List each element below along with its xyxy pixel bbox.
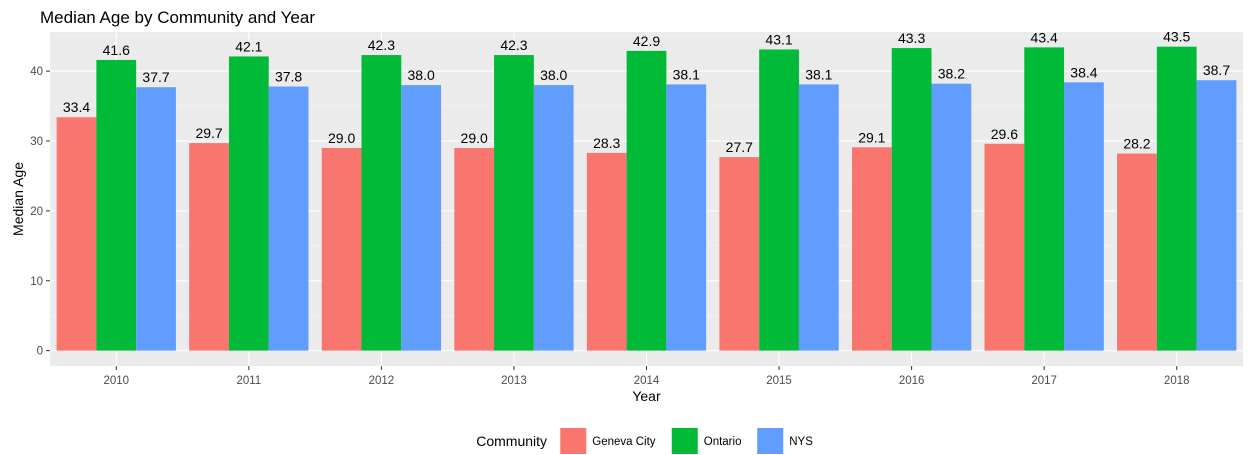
bars	[56, 46, 1237, 351]
bar-geneva-city-2013	[454, 147, 495, 351]
data-label: 42.1	[235, 38, 262, 54]
data-label: 38.7	[1203, 62, 1230, 78]
bar-ontario-2015	[759, 49, 799, 351]
bar-ontario-2014	[626, 50, 667, 351]
y-tick-label: 30	[30, 136, 43, 148]
bar-geneva-city-2012	[321, 147, 362, 351]
data-label: 27.7	[726, 139, 753, 155]
data-label: 38.4	[1070, 64, 1097, 80]
x-tick-label: 2010	[103, 375, 129, 387]
data-label: 42.3	[368, 37, 395, 53]
data-label: 43.3	[898, 30, 925, 46]
bar-ontario-2017	[1024, 47, 1065, 351]
y-tick-label: 40	[30, 66, 43, 78]
data-label: 43.5	[1163, 29, 1190, 45]
bar-geneva-city-2011	[189, 143, 229, 351]
bar-nys-2016	[931, 83, 972, 351]
bar-ontario-2018	[1156, 46, 1197, 351]
legend-label: Geneva City	[592, 436, 656, 448]
legend-label: NYS	[789, 436, 813, 448]
y-axis: 0 10 20 30 40	[30, 66, 50, 358]
bar-geneva-city-2010	[56, 117, 97, 351]
data-label: 42.9	[633, 33, 660, 49]
bar-nys-2014	[666, 84, 707, 351]
data-labels: 33.4 41.6 37.7 29.7 42.1 37.8 29.0 42.3 38.0 29.0…	[63, 29, 1230, 155]
data-label: 43.1	[765, 31, 792, 47]
x-tick-label: 2013	[501, 375, 527, 387]
x-axis: 2010 2011 2012 2013 2014 2015 2016 2017 2018	[103, 366, 1190, 387]
data-label: 38.1	[673, 66, 700, 82]
data-label: 29.6	[991, 126, 1018, 142]
x-tick-label: 2018	[1164, 375, 1190, 387]
bar-ontario-2012	[361, 55, 402, 351]
bar-geneva-city-2016	[851, 147, 892, 351]
x-tick-label: 2017	[1031, 375, 1057, 387]
x-tick-label: 2011	[236, 375, 261, 387]
bar-geneva-city-2018	[1117, 153, 1157, 351]
bar-nys-2010	[136, 87, 176, 351]
data-label: 38.0	[408, 67, 435, 83]
bar-nys-2015	[798, 84, 839, 351]
legend-label: Ontario	[704, 436, 742, 448]
data-label: 28.2	[1123, 136, 1150, 152]
data-label: 33.4	[63, 99, 90, 115]
data-label: 37.7	[142, 69, 169, 85]
y-tick-label: 0	[37, 346, 43, 358]
bar-nys-2013	[533, 85, 574, 351]
x-tick-label: 2016	[899, 375, 925, 387]
y-tick-label: 10	[30, 276, 43, 288]
data-label: 43.4	[1031, 29, 1058, 45]
bar-geneva-city-2014	[586, 152, 627, 351]
bar-nys-2012	[401, 85, 442, 351]
x-tick-label: 2015	[766, 375, 792, 387]
bar-nys-2017	[1064, 82, 1104, 351]
bar-geneva-city-2017	[984, 143, 1025, 351]
legend-key-geneva-city	[560, 428, 587, 454]
y-tick-label: 20	[30, 206, 43, 218]
x-tick-label: 2012	[369, 375, 395, 387]
legend-title: Community	[476, 433, 547, 449]
data-label: 29.7	[195, 125, 222, 141]
bar-ontario-2016	[891, 48, 932, 351]
x-tick-label: 2014	[634, 375, 660, 387]
legend: Community Geneva City Ontario NYS	[476, 428, 813, 454]
data-label: 38.1	[805, 66, 832, 82]
data-label: 29.0	[328, 130, 355, 146]
bar-nys-2018	[1196, 80, 1237, 351]
bar-ontario-2011	[228, 56, 269, 351]
data-label: 29.0	[461, 130, 488, 146]
data-label: 29.1	[858, 129, 885, 145]
legend-key-ontario	[671, 428, 698, 454]
x-axis-title: Year	[632, 388, 661, 404]
bar-nys-2011	[268, 86, 309, 351]
data-label: 42.3	[500, 37, 527, 53]
y-axis-title: Median Age	[10, 162, 26, 236]
bar-ontario-2010	[96, 59, 137, 351]
chart-title: Median Age by Community and Year	[40, 8, 315, 27]
data-label: 41.6	[103, 42, 130, 58]
data-label: 37.8	[275, 69, 302, 85]
legend-key-nys	[757, 428, 784, 454]
bar-ontario-2013	[494, 55, 534, 351]
data-label: 38.2	[938, 66, 965, 82]
data-label: 38.0	[540, 67, 567, 83]
bar-geneva-city-2015	[719, 157, 760, 351]
data-label: 28.3	[593, 135, 620, 151]
